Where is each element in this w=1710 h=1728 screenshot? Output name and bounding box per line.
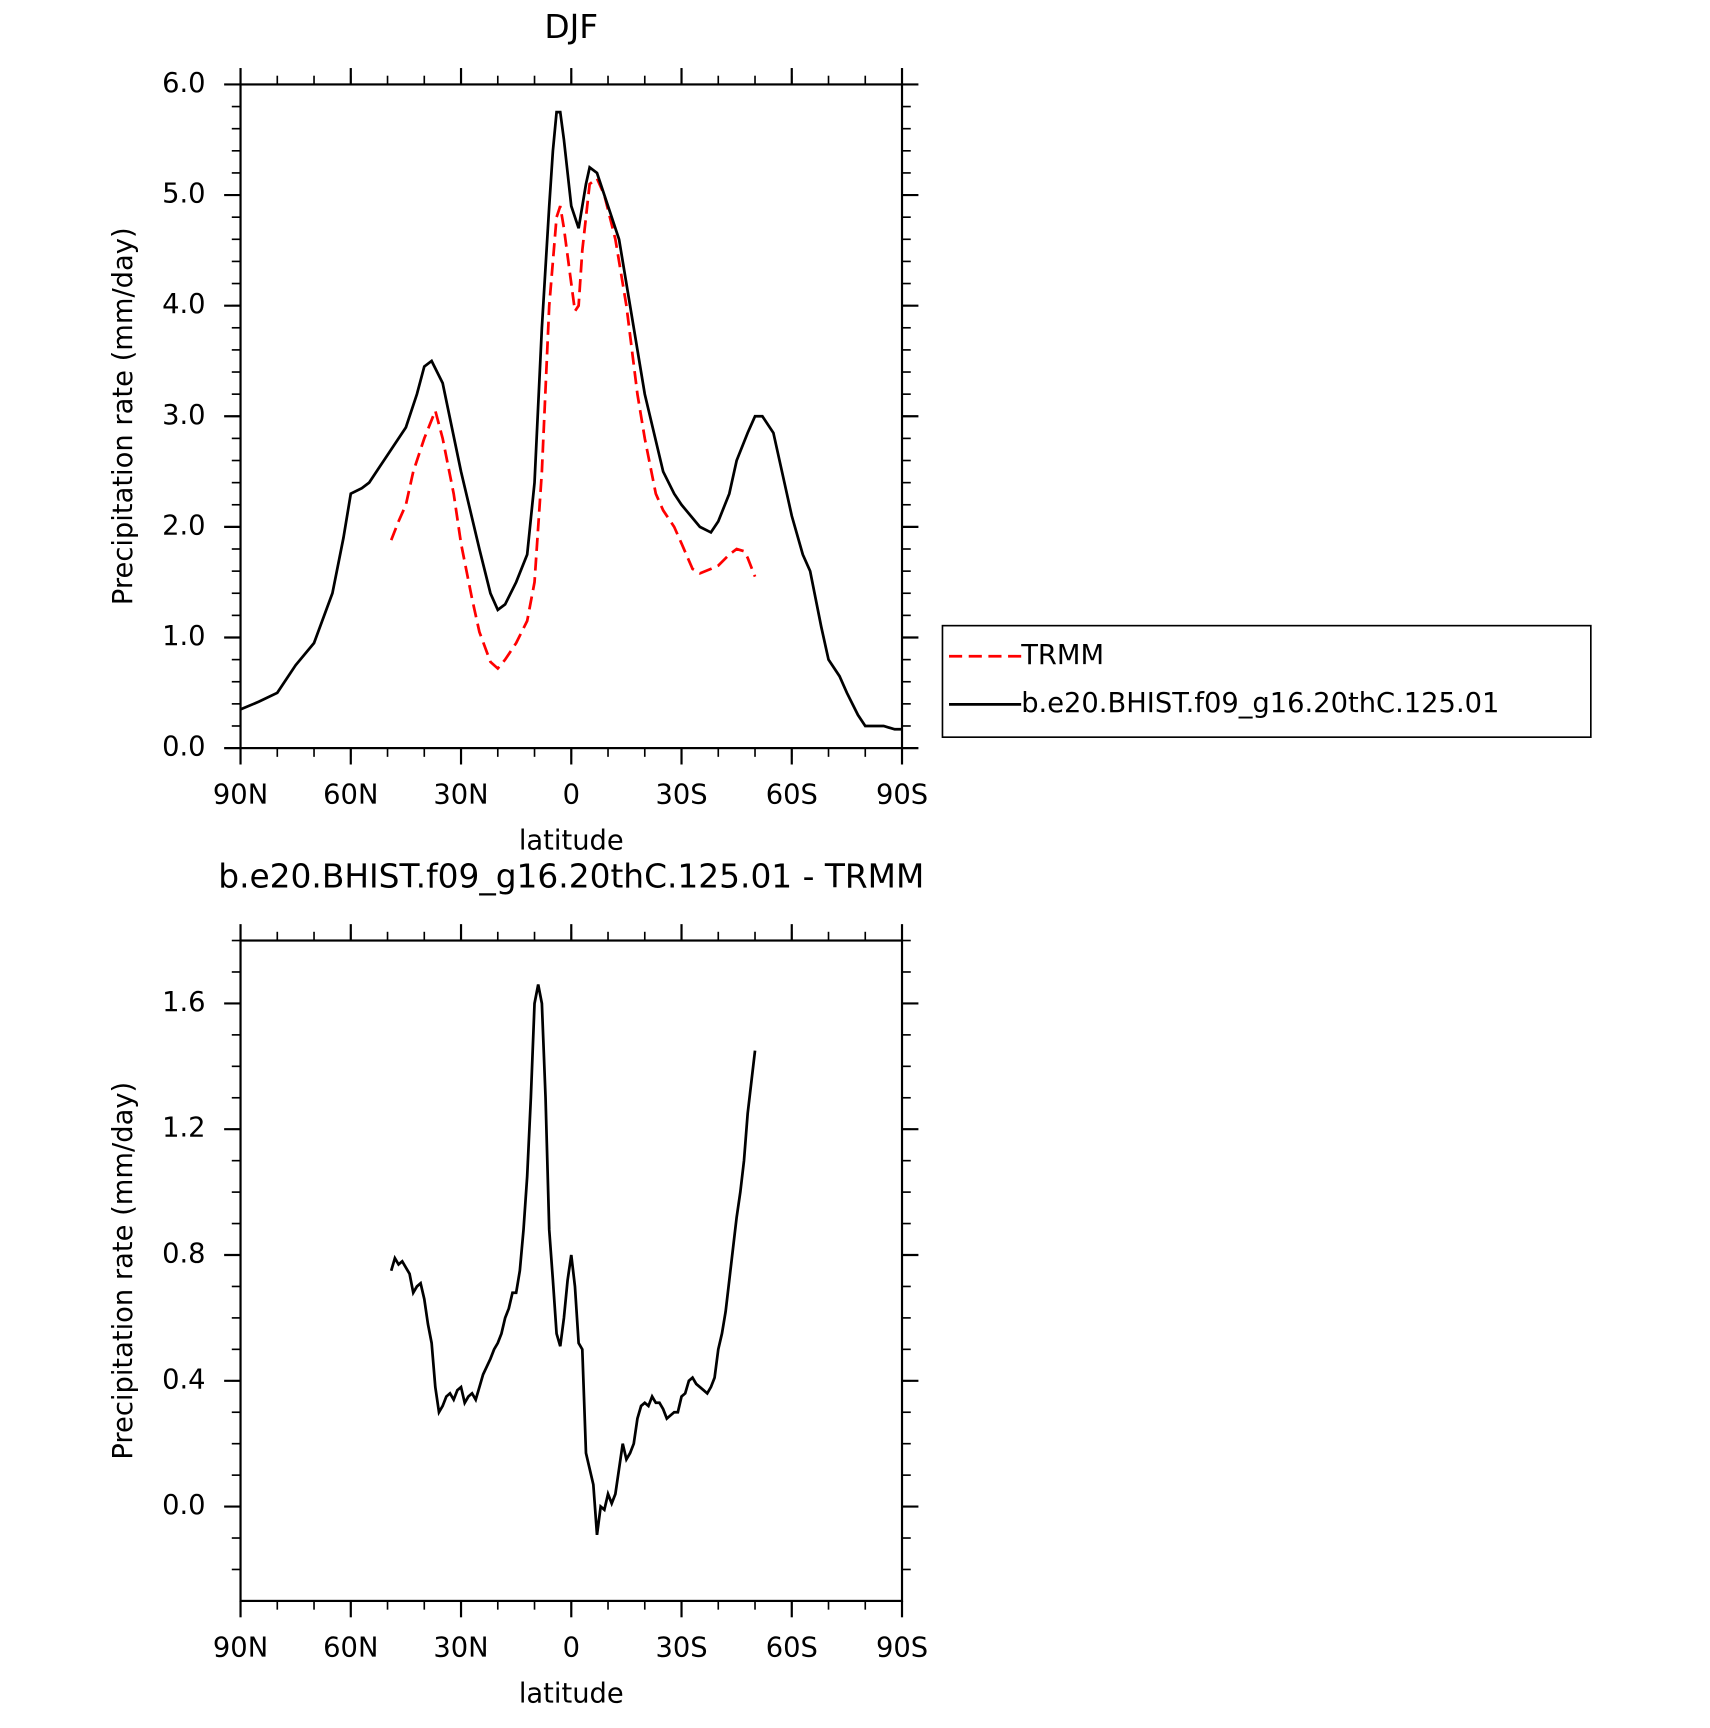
y-tick-label: 1.6 [162,987,205,1018]
x-tick-label: 30S [655,780,707,811]
y-tick-label: 0.8 [162,1239,205,1270]
x-tick-label: 0 [563,780,580,811]
legend-label: b.e20.BHIST.f09_g16.20thC.125.01 [1021,688,1499,719]
x-tick-label: 90S [876,1633,928,1664]
y-tick-label: 2.0 [162,510,205,541]
y-tick-label: 0.0 [162,732,205,763]
series-line [389,984,757,1536]
x-tick-label: 60N [323,1633,378,1664]
x-tick-label: 30N [433,1633,488,1664]
series-line [389,176,757,671]
y-axis-label: Precipitation rate (mm/day) [108,227,139,605]
x-axis-label: latitude [519,1678,624,1709]
y-tick-label: 0.0 [162,1490,205,1521]
legend: TRMM b.e20.BHIST.f09_g16.20thC.125.01 [941,624,1592,738]
y-tick-label: 3.0 [162,400,205,431]
plot-frame [239,83,904,750]
x-tick-label: 30S [655,1633,707,1664]
x-tick-label: 60S [766,780,818,811]
chart-title: b.e20.BHIST.f09_g16.20thC.125.01 - TRMM [218,858,924,896]
y-tick-label: 1.2 [162,1113,205,1144]
x-tick-label: 90S [876,780,928,811]
legend-box [941,624,1592,738]
chart-title: DJF [544,8,598,46]
x-tick-label: 90N [213,780,268,811]
y-tick-label: 0.4 [162,1364,205,1395]
y-tick-label: 1.0 [162,621,205,652]
x-tick-label: 60S [766,1633,818,1664]
x-tick-label: 90N [213,1633,268,1664]
x-tick-label: 0 [563,1633,580,1664]
x-tick-label: 60N [323,780,378,811]
x-axis-label: latitude [519,826,624,857]
y-axis-label: Precipitation rate (mm/day) [108,1082,139,1460]
plot-frame [239,939,904,1603]
y-tick-label: 4.0 [162,289,205,320]
y-tick-label: 5.0 [162,179,205,210]
series-line [240,110,903,731]
legend-label: TRMM [1020,640,1104,671]
y-tick-label: 6.0 [162,68,205,99]
x-tick-label: 30N [433,780,488,811]
